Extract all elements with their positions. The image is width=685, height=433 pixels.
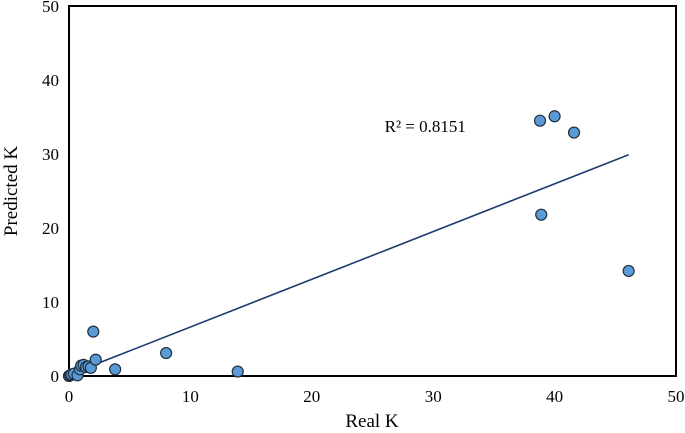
data-point [567, 126, 581, 139]
trendline-group [71, 153, 629, 375]
y-tick-label: 50 [42, 0, 59, 16]
data-point [87, 325, 100, 338]
y-tick-label: 0 [51, 367, 60, 386]
x-tick-label: 50 [668, 387, 685, 406]
annotations: R² = 0.8151 [385, 117, 466, 136]
r-squared-label: R² = 0.8151 [385, 117, 466, 136]
x-tick-label: 40 [546, 387, 563, 406]
x-tick-label: 10 [182, 387, 199, 406]
data-point [622, 264, 635, 278]
y-tick-label: 30 [42, 145, 59, 164]
data-point [231, 365, 244, 378]
y-tick-label: 40 [42, 71, 59, 90]
data-point [160, 346, 173, 360]
data-point [109, 363, 122, 376]
x-tick-label: 0 [65, 387, 74, 406]
data-point [89, 353, 102, 366]
x-tick-label: 30 [425, 387, 442, 406]
y-tick-label: 20 [42, 219, 59, 238]
trendline [71, 153, 629, 375]
data-point [548, 110, 561, 123]
x-axis-ticks: 0 10 20 30 40 50 [65, 387, 685, 406]
data-points [62, 110, 635, 383]
y-tick-label: 10 [42, 293, 59, 312]
y-axis-ticks: 0 10 20 30 40 50 [42, 0, 59, 386]
plot-area [68, 5, 677, 377]
data-point [533, 114, 547, 127]
x-tick-label: 20 [303, 387, 320, 406]
data-point [535, 208, 548, 221]
y-axis-title: Predicted K [1, 146, 22, 237]
x-axis-title: Real K [345, 411, 399, 432]
